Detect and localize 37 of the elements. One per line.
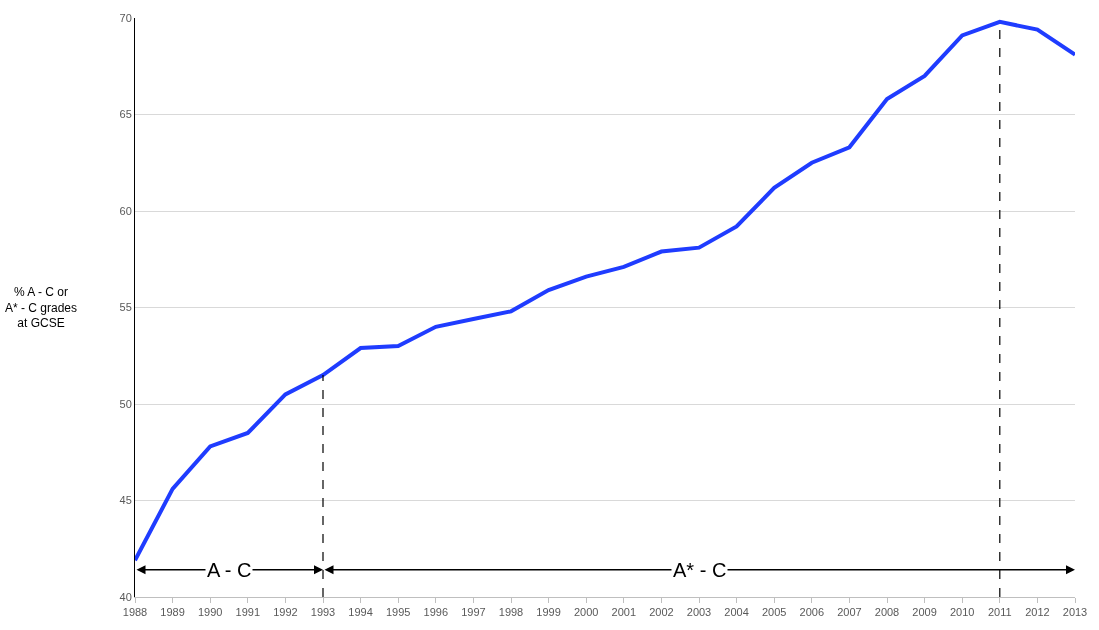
x-tick-label: 2007 [837, 606, 862, 619]
annotation: A - C [207, 559, 252, 581]
x-tick-label: 1991 [235, 606, 261, 619]
x-tick-label: 1997 [461, 606, 486, 619]
y-tick-label: 55 [119, 301, 132, 314]
x-tick-label: 2000 [573, 606, 599, 619]
x-tick-label: 1998 [498, 606, 524, 619]
y-tick-label: 70 [119, 11, 132, 24]
x-tick-label: 2008 [874, 606, 900, 619]
x-tick-label: 2005 [761, 606, 787, 619]
x-tick-label: 2013 [1062, 606, 1088, 619]
x-tick-label: 2009 [912, 606, 937, 619]
y-tick-label: 40 [119, 590, 132, 603]
x-tick-label: 2001 [611, 606, 637, 619]
y-tick-label: 60 [119, 204, 132, 217]
x-tick-label: 1993 [310, 606, 336, 619]
x-tick-label: 2012 [1025, 606, 1050, 619]
x-tick-label: 2004 [724, 606, 749, 619]
y-tick-label: 50 [119, 397, 132, 410]
x-tick-label: 2010 [949, 606, 975, 619]
x-tick-label: 2002 [649, 606, 674, 619]
x-tick-label: 1996 [423, 606, 449, 619]
x-tick-label: 2011 [987, 606, 1012, 619]
x-tick-label: 2003 [686, 606, 712, 619]
line-series [135, 19, 1075, 563]
y-axis-title: % A - C or A* - C grades at GCSE [5, 285, 78, 331]
x-tick-label: 1994 [348, 606, 373, 619]
annotation: A* - C [673, 559, 727, 581]
x-tick-label: 1988 [122, 606, 148, 619]
x-tick-label: 1990 [197, 606, 223, 619]
y-tick-label: 45 [119, 494, 132, 507]
x-tick-label: 1999 [536, 606, 561, 619]
x-tick-label: 2006 [799, 606, 825, 619]
y-tick-label: 65 [119, 108, 132, 121]
x-tick-label: 1989 [160, 606, 185, 619]
x-tick-label: 1995 [385, 606, 411, 619]
x-tick-label: 1992 [273, 606, 298, 619]
